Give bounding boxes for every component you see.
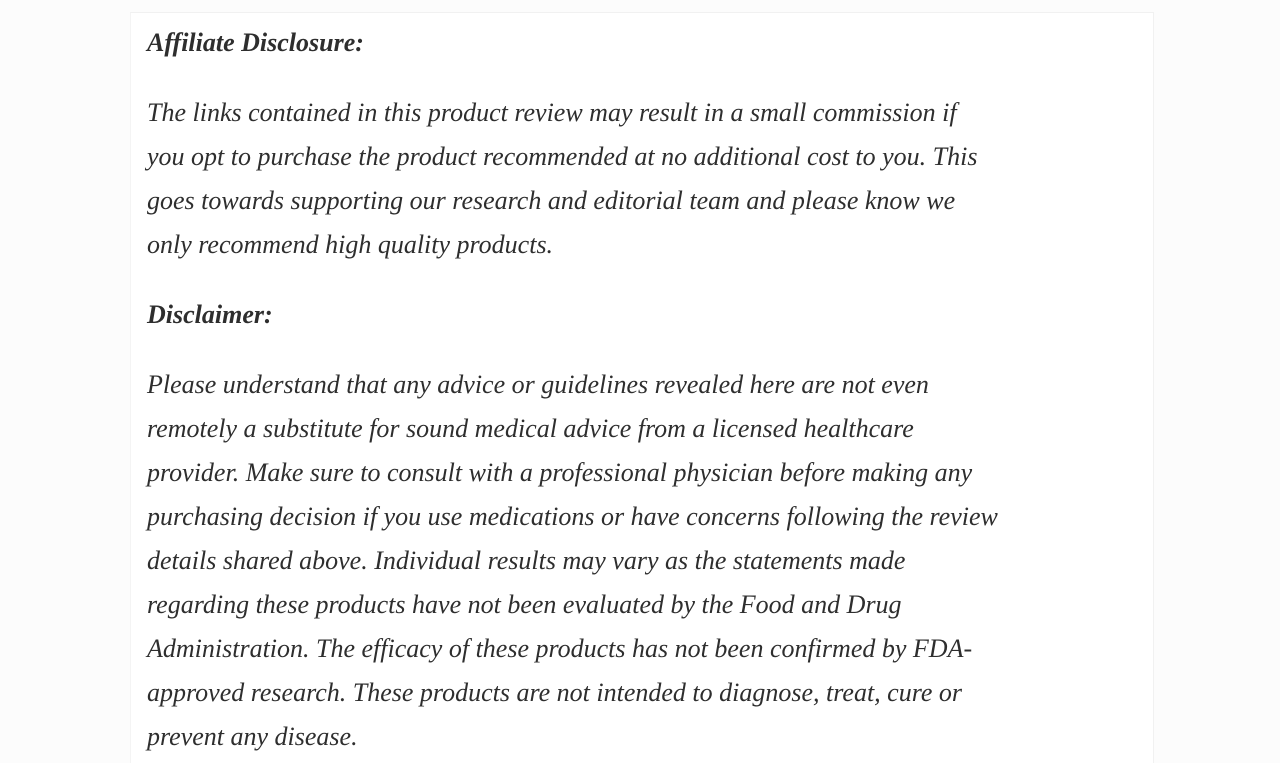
affiliate-disclosure-heading: Affiliate Disclosure:: [147, 28, 364, 57]
disclaimer-heading: Disclaimer:: [147, 300, 273, 329]
affiliate-disclosure-paragraph: The links contained in this product revi…: [147, 98, 978, 259]
disclaimer-paragraph: Please understand that any advice or gui…: [147, 370, 998, 751]
article-content-card: Affiliate Disclosure: The links containe…: [130, 12, 1154, 763]
